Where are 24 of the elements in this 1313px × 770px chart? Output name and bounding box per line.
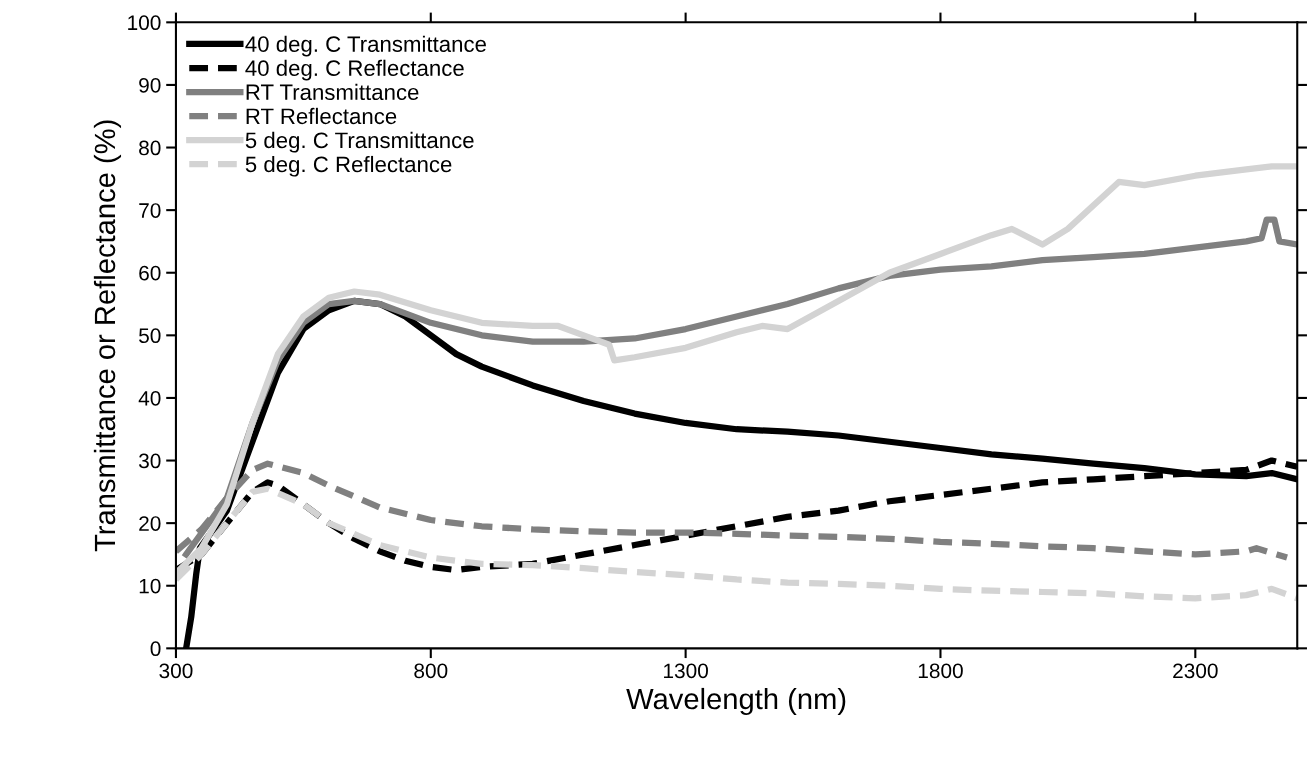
y-tick-label: 60 [139,265,161,281]
legend-label: 5 deg. C Transmittance [245,131,474,153]
x-tick-label: 1800 [918,663,963,679]
x-axis-title: Wavelength (nm) [626,687,846,716]
legend-label: 40 deg. C Reflectance [245,59,464,81]
legend-label: RT Reflectance [246,107,397,125]
y-tick-label: 70 [139,203,161,218]
y-tick-label: 100 [128,15,161,31]
y-tick-label: 10 [139,578,161,594]
legend-label: 5 deg. C Reflectance [245,155,452,177]
y-tick-label: 30 [138,453,161,469]
y-tick-label: 40 [138,390,161,406]
legend-label: 40 deg. C Transmittance [245,35,486,57]
x-tick-label: 1300 [664,663,708,679]
y-tick-label: 0 [150,641,161,657]
y-axis-title: Transmittance or Reflectance (%) [93,120,122,552]
y-tick-label: 90 [139,77,161,93]
x-tick-label: 2300 [1173,663,1218,679]
x-tick-label: 300 [159,663,193,679]
y-tick-label: 20 [139,516,161,531]
x-tick-label: 800 [414,663,448,679]
y-tick-label: 50 [139,328,161,344]
legend-label: RT Transmittance [246,83,419,101]
y-tick-label: 80 [139,140,161,156]
